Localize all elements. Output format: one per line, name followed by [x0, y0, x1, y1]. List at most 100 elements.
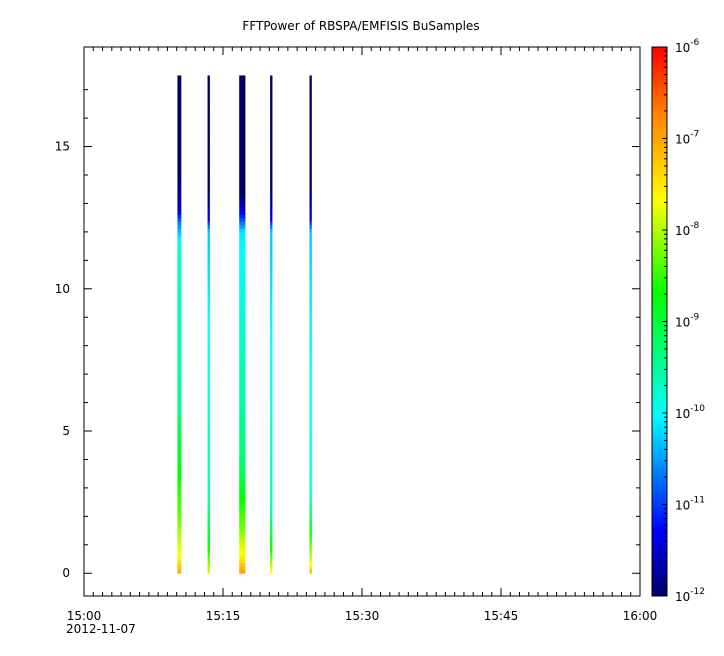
strip-cell [239, 495, 246, 499]
strip-cell [177, 86, 182, 91]
strip-cell [239, 89, 246, 94]
x-tick-label: 15:45 [484, 609, 519, 623]
strip-cell [177, 178, 182, 183]
strip-cell [270, 139, 273, 144]
strip-cell [309, 153, 312, 158]
strip-cell [207, 224, 210, 229]
strip-cell [309, 295, 312, 300]
strip-cell [270, 125, 273, 130]
strip-cell [239, 423, 246, 428]
strip-cell [270, 306, 273, 311]
strip-cell [207, 537, 210, 542]
strip-cell [177, 214, 182, 219]
strip-cell [177, 132, 182, 137]
strip-cell [207, 509, 210, 514]
strip-cell [239, 217, 246, 222]
strip-cell [207, 534, 210, 539]
strip-cell [239, 534, 246, 539]
strip-cell [177, 192, 182, 197]
strip-cell [239, 263, 246, 268]
strip-cell [270, 253, 273, 258]
strip-cell [177, 452, 182, 457]
strip-cell [270, 167, 273, 172]
strip-cell [177, 331, 182, 336]
strip-cell [270, 512, 273, 517]
spectrogram-strip [239, 75, 246, 574]
strip-cell [309, 111, 312, 115]
strip-cell [270, 263, 273, 268]
strip-cell [270, 192, 273, 197]
strip-cell [309, 555, 312, 560]
strip-cell [270, 470, 273, 475]
strip-cell [207, 79, 210, 83]
strip-cell [309, 271, 312, 275]
strip-cell [177, 527, 182, 531]
strip-cell [309, 416, 312, 421]
strip-cell [239, 224, 246, 229]
strip-cell [239, 367, 246, 371]
strip-cell [270, 555, 273, 560]
strip-cell [207, 281, 210, 286]
strip-cell [239, 413, 246, 418]
strip-cell [239, 125, 246, 130]
strip-cell [177, 391, 182, 396]
strip-cell [309, 224, 312, 229]
strip-cell [177, 103, 182, 108]
strip-cell [270, 519, 273, 524]
strip-cell [309, 484, 312, 489]
strip-cell [207, 459, 210, 464]
strip-cell [207, 189, 210, 194]
strip-cell [239, 523, 246, 528]
strip-cell [207, 185, 210, 190]
strip-cell [207, 335, 210, 339]
strip-cell [207, 441, 210, 446]
strip-cell [207, 253, 210, 258]
strip-cell [177, 495, 182, 499]
strip-cell [177, 384, 182, 389]
strip-cell [207, 541, 210, 546]
strip-cell [270, 406, 273, 411]
strip-cell [270, 431, 273, 435]
strip-cell [177, 128, 182, 133]
strip-cell [309, 363, 312, 368]
strip-cell [177, 306, 182, 311]
strip-cell [309, 356, 312, 361]
strip-cell [177, 356, 182, 361]
strip-cell [309, 491, 312, 496]
strip-cell [239, 363, 246, 368]
strip-cell [309, 217, 312, 222]
strip-cell [239, 388, 246, 393]
strip-cell [177, 139, 182, 144]
strip-cell [207, 160, 210, 165]
strip-cell [207, 196, 210, 201]
strip-cell [270, 477, 273, 482]
strip-cell [239, 324, 246, 329]
strip-cell [177, 537, 182, 542]
strip-cell [309, 431, 312, 435]
strip-cell [309, 263, 312, 268]
y-tick-label: 5 [62, 424, 70, 438]
strip-cell [177, 455, 182, 460]
strip-cell [309, 505, 312, 510]
strip-cell [177, 118, 182, 123]
strip-cell [270, 281, 273, 286]
strip-cell [177, 75, 182, 80]
strip-cell [270, 79, 273, 83]
strip-cell [309, 544, 312, 549]
strip-cell [207, 263, 210, 268]
strip-cell [309, 438, 312, 443]
strip-cell [207, 157, 210, 162]
strip-cell [239, 239, 246, 243]
strip-cell [270, 367, 273, 371]
strip-cell [207, 267, 210, 272]
strip-cell [270, 189, 273, 194]
strip-cell [270, 441, 273, 446]
strip-cell [270, 473, 273, 478]
strip-cell [239, 498, 246, 503]
strip-cell [239, 278, 246, 283]
strip-cell [177, 143, 182, 147]
strip-cell [239, 356, 246, 361]
strip-cell [207, 295, 210, 300]
strip-cell [239, 146, 246, 151]
strip-cell [309, 345, 312, 350]
